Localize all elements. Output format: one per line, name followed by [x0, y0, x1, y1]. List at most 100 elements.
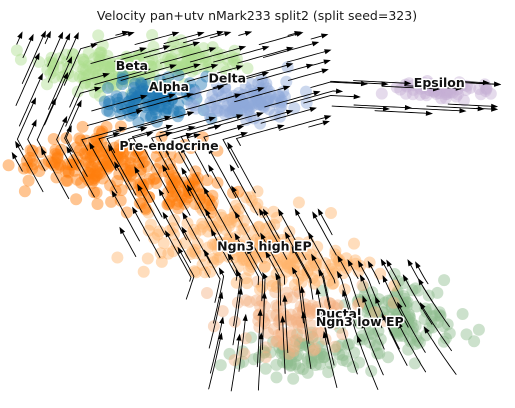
cell-point-delta: [226, 95, 239, 108]
streamline-arrowhead: [50, 97, 56, 106]
streamline: [90, 48, 146, 64]
cell-point-delta: [244, 84, 257, 97]
cell-point-ngn3-high-ep: [251, 242, 264, 254]
cell-point-beta: [169, 60, 182, 73]
cell-point-ngn3-high-ep: [271, 239, 284, 252]
cell-point-ductal: [472, 323, 485, 336]
streamline: [235, 212, 263, 263]
cell-point-ngn3-low-ep: [327, 300, 340, 313]
streamline: [162, 64, 217, 81]
cell-point-ductal: [285, 354, 298, 367]
cell-point-delta: [232, 97, 245, 110]
cell-point-ductal: [400, 296, 412, 309]
cell-point-ductal: [314, 340, 327, 353]
cell-point-beta: [220, 65, 233, 78]
cell-point-pre-endocrine: [131, 144, 144, 157]
cell-point-ngn3-high-ep: [223, 231, 236, 244]
streamline: [138, 112, 193, 128]
cell-point-alpha: [157, 83, 170, 96]
cell-point-pre-endocrine: [2, 159, 15, 172]
cell-point-delta: [268, 108, 281, 121]
streamline-arrowhead: [299, 285, 305, 294]
cell-point-delta: [252, 98, 265, 111]
cell-point-ngn3-high-ep: [194, 223, 207, 236]
cell-point-beta: [227, 58, 240, 70]
streamline: [420, 303, 452, 352]
cell-point-beta: [173, 53, 186, 66]
streamline: [426, 105, 484, 110]
cell-point-pre-endocrine: [100, 120, 113, 133]
cell-point-ngn3-high-ep: [231, 215, 243, 228]
cell-point-delta: [260, 77, 273, 90]
cell-point-beta: [142, 81, 155, 94]
cell-point-ductal: [432, 316, 444, 329]
cell-point-delta: [243, 99, 255, 112]
cell-point-delta: [212, 104, 225, 117]
streamline: [211, 230, 238, 281]
cell-point-ngn3-low-ep: [339, 310, 352, 322]
cell-point-beta: [136, 72, 149, 85]
streamline-arrowhead: [357, 335, 362, 343]
cell-point-beta: [178, 78, 191, 90]
cell-point-ngn3-high-ep: [244, 191, 257, 204]
cell-point-ngn3-low-ep: [311, 307, 324, 319]
cell-point-ductal: [267, 335, 280, 348]
cell-point-pre-endocrine: [105, 195, 118, 208]
streamline-arrowhead: [323, 59, 331, 65]
cell-point-delta: [224, 106, 237, 119]
streamline-arrowhead: [423, 326, 430, 334]
cell-point-pre-endocrine: [189, 165, 202, 178]
streamline-arrowhead: [381, 313, 387, 321]
streamline-arrowhead: [242, 313, 248, 322]
streamline: [203, 126, 243, 152]
streamline: [89, 143, 118, 194]
cell-point-ngn3-low-ep: [268, 323, 280, 335]
cell-point-beta: [94, 89, 106, 102]
cell-point-alpha: [129, 86, 141, 99]
streamline-arrowhead: [203, 186, 210, 195]
cell-point-pre-endocrine: [70, 193, 83, 206]
streamline: [159, 117, 215, 134]
streamline-arrowhead: [285, 62, 294, 68]
cell-point-alpha: [151, 85, 164, 98]
cell-point-ductal: [439, 332, 452, 345]
streamline: [282, 317, 286, 374]
cell-point-beta: [146, 53, 159, 66]
streamline: [208, 148, 237, 198]
cell-point-ductal: [264, 346, 277, 359]
streamline-arrowhead: [11, 151, 18, 160]
cell-point-beta: [10, 44, 23, 57]
cell-point-ngn3-low-ep: [296, 304, 309, 317]
cell-point-delta: [273, 90, 286, 103]
streamline-arrowhead: [315, 287, 321, 295]
cell-point-delta: [216, 90, 228, 103]
cell-point-beta: [221, 53, 234, 66]
cell-point-pre-endocrine: [72, 159, 85, 172]
streamline: [312, 212, 337, 256]
cell-point-ngn3-high-ep: [268, 234, 280, 247]
cell-point-pre-endocrine: [84, 160, 97, 173]
cell-point-ductal: [343, 338, 356, 351]
cell-point-pre-endocrine: [132, 184, 145, 197]
cell-point-alpha: [101, 81, 114, 94]
cell-point-beta: [47, 60, 60, 72]
streamline-arrowhead: [62, 71, 69, 80]
cell-point-epsilon: [440, 86, 453, 99]
cell-point-pre-endocrine: [88, 155, 101, 167]
cell-point-beta: [112, 64, 125, 77]
cell-point-ductal: [305, 355, 318, 368]
streamline-arrowhead: [258, 208, 265, 216]
cell-point-epsilon: [414, 82, 427, 95]
cell-point-beta: [129, 68, 142, 81]
cell-point-ngn3-high-ep: [254, 232, 267, 245]
cell-point-ngn3-low-ep: [231, 296, 244, 309]
cell-point-pre-endocrine: [88, 186, 100, 199]
cell-point-ductal: [367, 304, 380, 317]
cell-point-epsilon: [464, 81, 477, 94]
streamline: [162, 146, 191, 197]
streamline: [382, 276, 409, 328]
streamline-arrowhead: [336, 270, 343, 279]
streamline-arrowhead: [382, 106, 390, 112]
cell-point-ductal: [468, 335, 481, 348]
streamline-arrowhead: [258, 332, 264, 340]
